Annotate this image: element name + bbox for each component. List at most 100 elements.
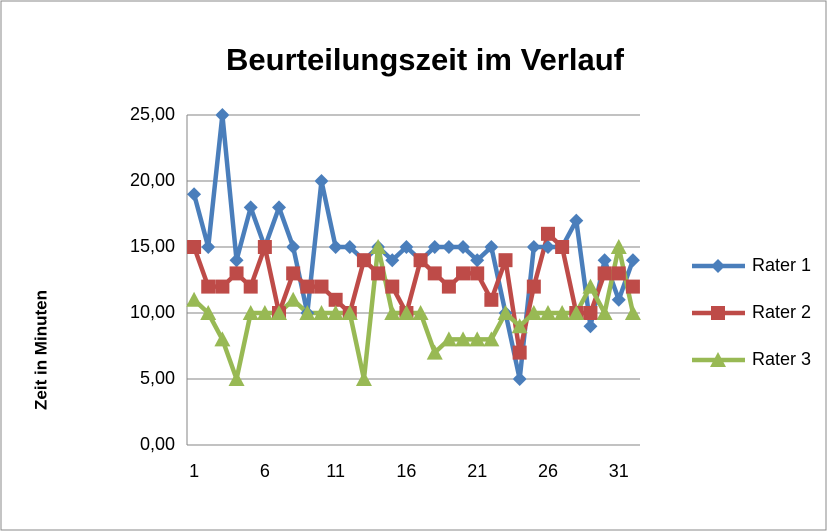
data-point [214,331,231,347]
data-point [215,108,230,122]
data-point [299,305,316,320]
data-point [440,331,457,347]
chart-title: Beurteilungszeit im Verlauf [226,42,625,77]
data-point [540,240,555,254]
y-tick-label: 5,00 [140,368,175,388]
data-point [356,253,371,268]
data-point [470,266,485,281]
data-point [611,292,626,307]
data-point [470,253,485,268]
data-point [441,240,456,254]
data-point [328,240,343,254]
data-point [272,200,287,215]
data-point [271,305,288,320]
data-point [229,266,244,281]
data-point [498,253,513,268]
data-point [229,253,244,268]
data-point [385,253,400,268]
data-point [243,200,258,215]
data-point [286,240,301,254]
data-point [186,291,203,307]
data-point [327,305,344,320]
data-point [285,291,302,307]
data-point [242,305,259,320]
data-point [370,239,387,254]
data-point [371,266,386,281]
x-tick-label: 6 [260,461,270,481]
data-point [597,266,612,281]
data-point [554,305,571,320]
data-point [187,187,202,202]
data-point [314,279,329,294]
legend-marker [711,306,725,320]
data-point [526,240,541,254]
data-point [582,278,599,294]
data-point [341,305,358,320]
data-point [257,240,272,254]
data-point [427,240,442,254]
data-point [201,279,216,294]
x-tick-label: 11 [326,461,345,481]
data-point [455,331,472,347]
data-point [355,371,372,386]
data-point [342,240,357,254]
data-point [412,305,429,320]
data-point [456,240,471,254]
data-point [610,239,627,254]
data-point [540,226,555,241]
data-point [426,344,443,360]
data-point [427,266,442,281]
data-point [256,305,273,320]
x-tick-label: 31 [609,461,629,481]
data-point [469,331,486,347]
data-point [583,319,598,334]
data-point [413,253,428,268]
data-point [583,306,598,320]
y-tick-label: 15,00 [130,236,175,256]
x-tick-label: 1 [189,461,199,481]
data-point [569,213,584,228]
legend-marker [710,352,726,367]
data-point [596,305,613,320]
x-tick-label: 21 [467,461,487,481]
data-point [526,279,541,294]
y-axis-label: Zeit in Minuten [31,290,50,410]
data-point [385,279,400,294]
data-point [314,174,329,188]
data-point [398,305,415,320]
data-point [399,240,414,254]
data-point [313,305,330,320]
data-point [525,305,542,320]
y-tick-label: 0,00 [140,434,175,454]
data-point [456,266,471,281]
data-point [328,292,343,307]
data-point [200,305,217,320]
data-point [484,240,499,254]
data-point [201,240,216,254]
data-point [597,253,612,268]
y-tick-label: 20,00 [130,170,175,190]
legend-label: Rater 3 [752,349,811,369]
data-point [539,305,556,320]
data-point [555,240,570,254]
data-point [187,240,202,254]
x-tick-label: 26 [538,461,558,481]
x-tick-label: 16 [396,461,416,481]
data-point [625,279,640,294]
data-point [611,266,626,281]
data-point [511,318,528,334]
data-point [497,305,514,320]
data-point [243,279,258,294]
legend-marker [711,259,725,273]
data-point [512,372,527,386]
y-tick-label: 25,00 [130,104,175,124]
data-point [286,266,301,281]
legend-label: Rater 1 [752,255,811,275]
data-point [228,371,245,386]
data-point [483,331,500,347]
data-point [484,292,499,307]
data-point [512,345,527,360]
legend-label: Rater 2 [752,302,811,322]
